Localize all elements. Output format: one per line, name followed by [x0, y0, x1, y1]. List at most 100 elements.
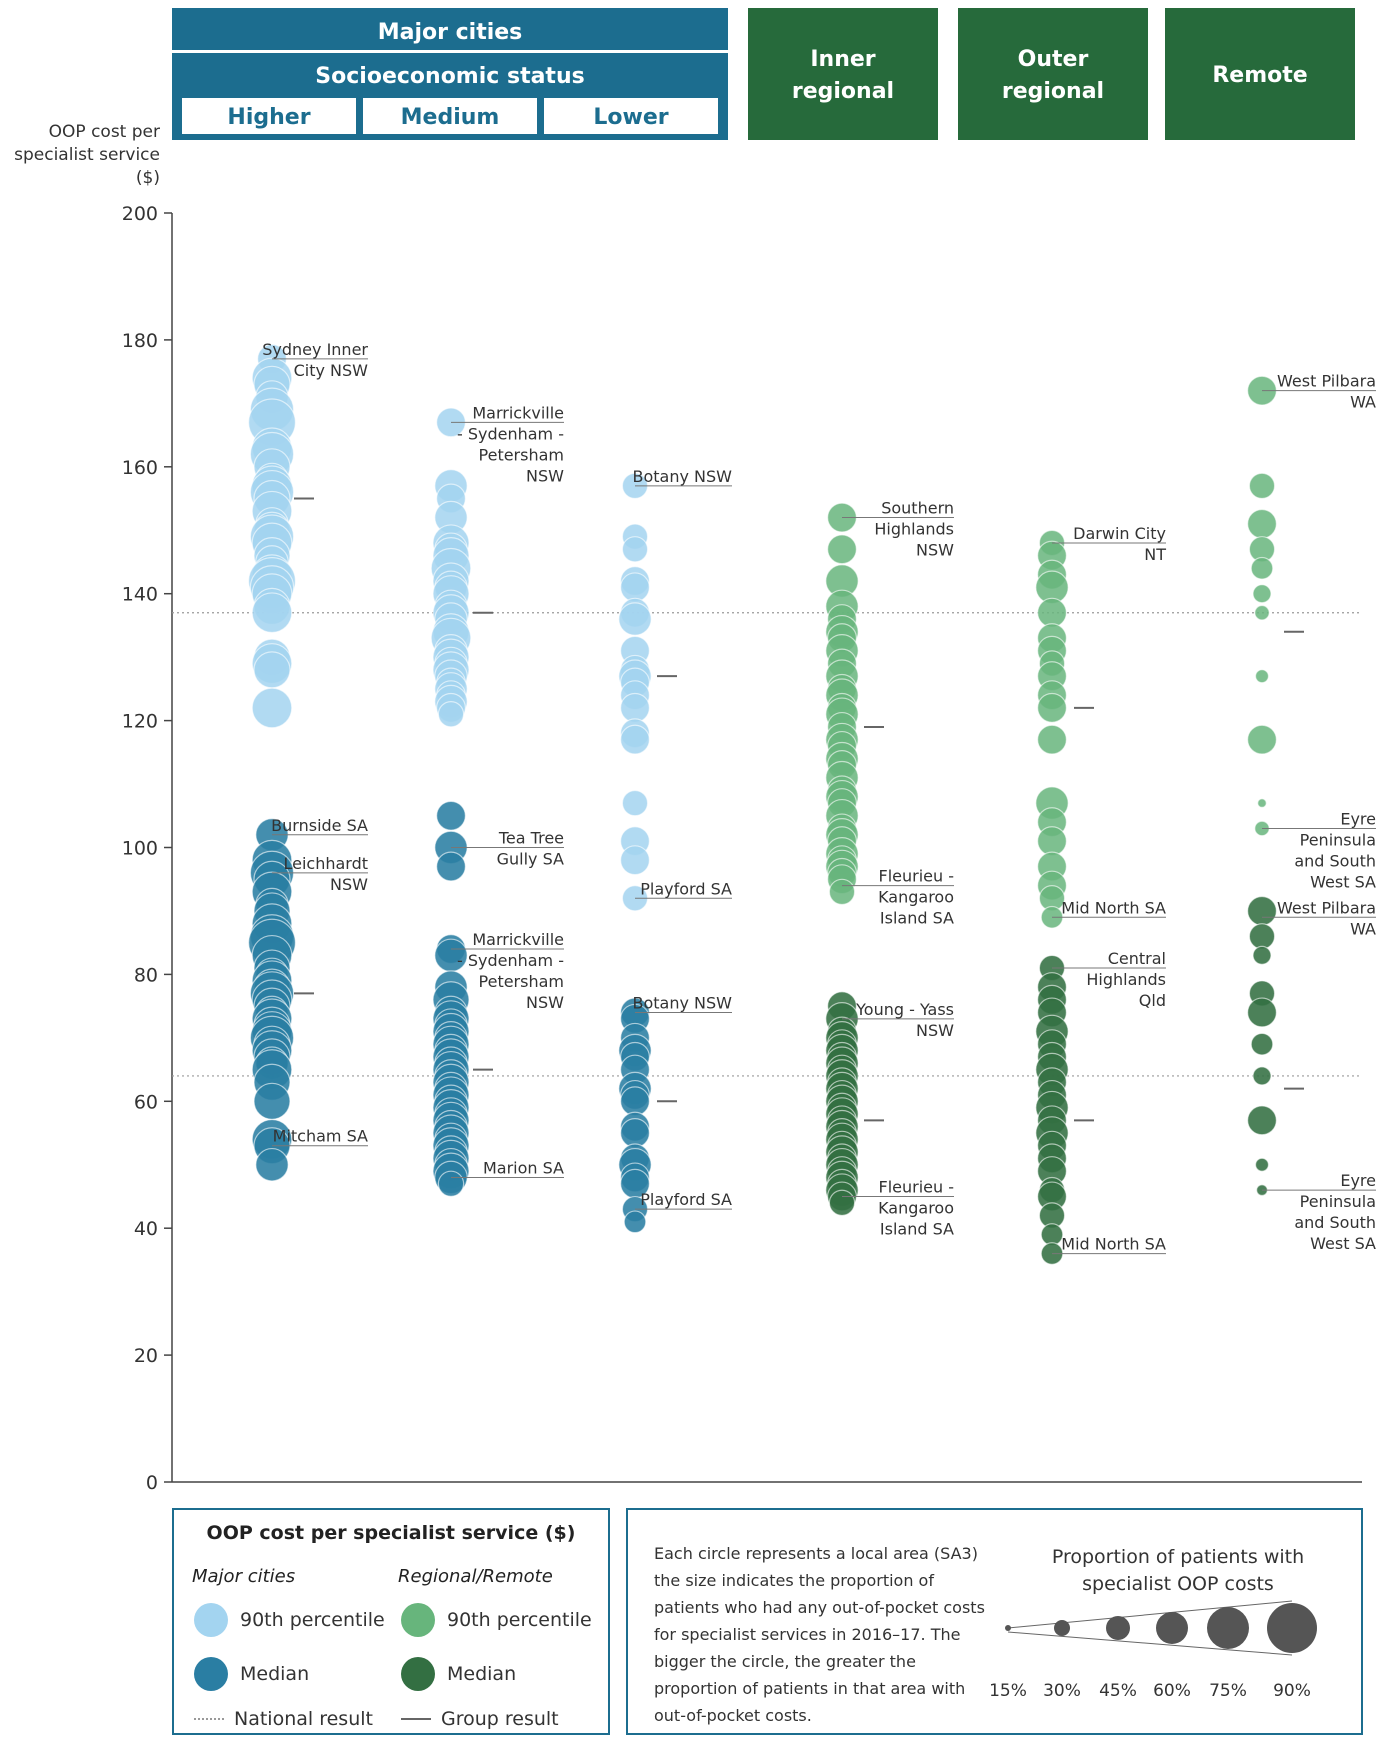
legend-regional-heading: Regional/Remote [398, 1566, 553, 1587]
annotation-label: Mid North SA [1061, 1235, 1166, 1254]
legend-major-median-label: Median [240, 1663, 310, 1685]
size-legend-graphic: 15% 30% 45% 60% 75% 90% [989, 1600, 1317, 1701]
data-point [253, 1082, 291, 1120]
legend-group-label: Group result [441, 1708, 559, 1730]
data-point [619, 724, 650, 755]
annotation-label: Playford SA [640, 1190, 732, 1209]
data-point [1254, 1157, 1270, 1172]
size-legend-circle [1054, 1620, 1070, 1636]
data-point [436, 851, 467, 882]
legend-regional-p90: 90th percentile [401, 1603, 592, 1637]
y-axis: 0 20 40 60 80 100 120 140 160 180 200 [122, 203, 1362, 1494]
annotation-label: Marrickville - Sydenham -Petersham NSW [457, 930, 564, 1012]
y-tick-label: 100 [122, 838, 158, 860]
legend-regional-p90-swatch [401, 1603, 435, 1637]
data-point [1248, 923, 1276, 950]
y-tick-label: 40 [134, 1218, 158, 1240]
header-higher-label: Higher [227, 105, 310, 130]
annotation-label: Mitcham SA [273, 1127, 368, 1146]
data-point [1036, 826, 1067, 857]
data-point [621, 536, 649, 563]
header-outer-regional-label: Outer regional [1002, 47, 1104, 104]
y-tick-label: 120 [122, 711, 158, 733]
header-higher-box [182, 98, 356, 134]
y-tick-label: 160 [122, 457, 158, 479]
header-remote-box [1165, 8, 1355, 140]
header-medium-label: Medium [401, 105, 500, 130]
annotation-label: West Pilbara WA [1277, 898, 1376, 938]
y-tick-label: 80 [134, 964, 158, 986]
header-remote-label: Remote [1212, 63, 1307, 88]
data-point [1246, 724, 1277, 755]
size-legend-circle [1005, 1625, 1011, 1631]
header-lower-label: Lower [593, 105, 668, 130]
annotation-label: Central Highlands Qld [1086, 949, 1166, 1010]
data-point [1246, 895, 1277, 926]
annotation-label: Darwin City NT [1073, 524, 1166, 564]
legend-title: OOP cost per specialist service ($) [206, 1522, 576, 1544]
data-point [1248, 472, 1276, 500]
data-point [1246, 1105, 1277, 1136]
y-tick-label: 20 [134, 1345, 158, 1367]
data-point [1246, 997, 1277, 1028]
annotation-label: Marion SA [483, 1158, 564, 1177]
size-legend-circle [1267, 1603, 1317, 1653]
annotation-label: Fleurieu -Kangaroo Island SA [878, 1177, 954, 1238]
data-point [437, 1170, 465, 1197]
annotation-label: Burnside SA [271, 816, 368, 835]
data-points [248, 343, 1277, 1265]
data-point [1252, 584, 1272, 604]
legend-major-heading: Major cities [192, 1566, 296, 1587]
legend-group-line [401, 1718, 431, 1720]
header-lower-box [544, 98, 718, 134]
size-legend-circle [1156, 1612, 1188, 1644]
size-legend: Each circle represents a local area (SA3… [626, 1508, 1363, 1735]
header-major-label: Major cities [378, 20, 523, 45]
data-point [1252, 945, 1272, 965]
national-result-lines [172, 612, 1362, 1077]
header-inner-regional-box [748, 8, 938, 140]
annotations: Sydney Inner City NSW Burnside SA Leichhard… [262, 340, 1376, 1255]
size-legend-upper-edge [1007, 1600, 1293, 1629]
data-point [619, 1086, 650, 1117]
size-legend-circle [1207, 1607, 1249, 1649]
data-point [1036, 724, 1067, 755]
data-point [1036, 692, 1067, 723]
legend-national: National result [194, 1708, 373, 1730]
annotation-label: West Pilbara WA [1277, 372, 1376, 412]
size-legend-label: 90% [1273, 1681, 1311, 1701]
annotation-label: Leichhardt NSW [283, 854, 368, 894]
data-point [828, 878, 856, 906]
size-legend-label: 15% [989, 1681, 1027, 1701]
data-point [1040, 1223, 1064, 1246]
y-axis-label: OOP cost per specialist service ($) [14, 122, 160, 188]
legend-major-p90: 90th percentile [194, 1603, 385, 1637]
header-divider [172, 50, 728, 53]
annotation-label: Fleurieu -Kangaroo Island SA [878, 867, 954, 928]
header-medium-box [363, 98, 537, 134]
header-inner-regional-label: Inner regional [792, 47, 894, 104]
legend-regional-median-swatch [401, 1657, 435, 1691]
data-point [251, 687, 293, 729]
data-point [826, 534, 857, 565]
legend-major-median-swatch [194, 1657, 228, 1691]
data-point [619, 845, 650, 876]
data-point [1250, 556, 1274, 580]
annotation-label: Young - Yass NSW [855, 1000, 954, 1040]
y-tick-label: 60 [134, 1091, 158, 1113]
data-point [619, 1118, 650, 1149]
header-outer-regional-box [958, 8, 1148, 140]
data-point [253, 651, 291, 689]
y-tick-label: 180 [122, 330, 158, 352]
data-point [623, 1210, 647, 1234]
data-point [1254, 604, 1270, 621]
legend-major-median: Median [194, 1657, 309, 1691]
annotation-label: Playford SA [640, 879, 732, 898]
data-point [828, 1189, 856, 1217]
data-point [1246, 508, 1277, 539]
legend-major-p90-swatch [194, 1603, 228, 1637]
group-result-lines [294, 497, 1304, 1122]
annotation-label: Botany NSW [633, 467, 733, 486]
